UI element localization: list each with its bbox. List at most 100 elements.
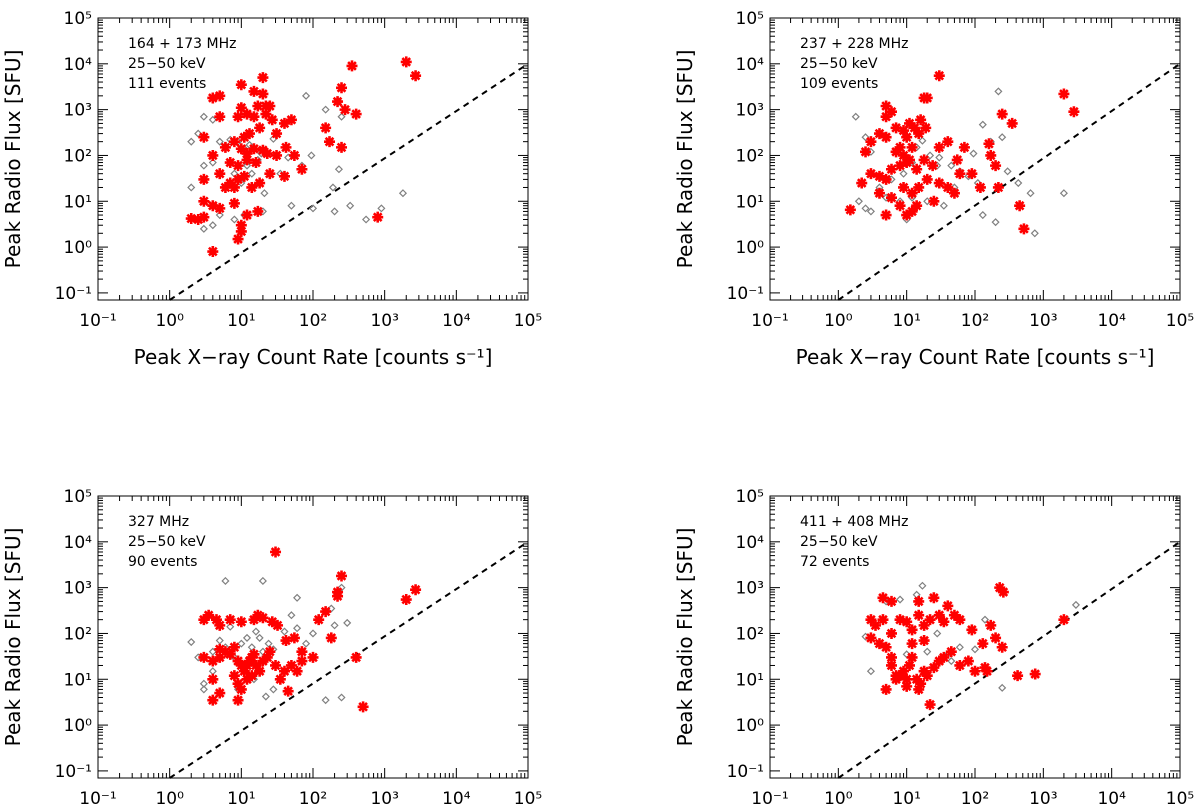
asterisk-point	[906, 638, 918, 650]
asterisk-point	[886, 163, 898, 175]
diamond-point	[280, 627, 289, 636]
asterisk-point	[261, 651, 273, 663]
diamond-point	[269, 685, 278, 694]
diamond-point	[980, 615, 990, 624]
diamond-point	[978, 211, 987, 220]
diamond-point	[208, 158, 217, 167]
diamond-point	[398, 189, 408, 198]
asterisk-point	[252, 100, 264, 112]
asterisk-point	[291, 665, 303, 677]
asterisk-point	[232, 694, 244, 706]
asterisk-point	[288, 149, 300, 161]
asterisk-point	[260, 108, 272, 120]
asterisk-point	[207, 200, 219, 212]
asterisk-point	[913, 595, 925, 607]
asterisk-point	[954, 168, 966, 180]
diamond-point	[261, 692, 270, 701]
annotation-label: 327 MHz	[128, 514, 189, 530]
diamond-point	[302, 91, 311, 100]
asterisk-point	[207, 246, 219, 258]
x-tick-label: 10²	[961, 311, 989, 331]
y-tick-label: 10⁵	[64, 9, 92, 29]
asterisk-point	[880, 111, 892, 123]
asterisk-point	[906, 624, 918, 636]
x-tick-label: 10¹	[227, 789, 255, 809]
asterisk-point	[198, 131, 210, 143]
diamond-point	[330, 621, 339, 630]
asterisk-point	[990, 632, 1002, 644]
asterisk-point	[906, 651, 918, 663]
asterisk-point	[252, 205, 264, 217]
x-tick-label: 10¹	[892, 789, 920, 809]
asterisk-point	[928, 592, 940, 604]
asterisk-point	[207, 92, 219, 104]
y-tick-label: 10³	[64, 101, 92, 121]
diamond-point	[998, 133, 1007, 142]
diamond-point	[258, 576, 267, 585]
asterisk-point	[250, 157, 262, 169]
diamond-point	[321, 696, 330, 705]
x-tick-label: 10⁰	[824, 789, 853, 809]
x-tick-label: 10⁵	[1166, 789, 1194, 809]
asterisk-point	[996, 108, 1008, 120]
asterisk-point	[933, 141, 945, 153]
asterisk-series	[185, 56, 422, 258]
diamond-point	[334, 165, 343, 174]
asterisk-point	[198, 211, 210, 223]
asterisk-point	[241, 659, 253, 671]
diamond-point	[939, 201, 948, 210]
diamond-point	[237, 639, 246, 648]
y-tick-label: 10¹	[736, 192, 764, 212]
annotation-label: 411 + 408 MHz	[800, 514, 908, 530]
x-tick-label: 10²	[961, 789, 989, 809]
asterisk-point	[307, 651, 319, 663]
asterisk-point	[928, 195, 940, 207]
asterisk-point	[924, 699, 936, 711]
y-tick-label: 10⁰	[736, 716, 765, 736]
x-tick-label: 10³	[370, 311, 398, 331]
asterisk-point	[296, 163, 308, 175]
diamond-point	[970, 645, 980, 654]
asterisk-point	[933, 177, 945, 189]
axis-ticks	[769, 495, 1181, 778]
asterisk-point	[274, 673, 286, 685]
y-tick-label: 10¹	[736, 670, 764, 690]
asterisk-point	[219, 646, 231, 658]
asterisk-point	[232, 173, 244, 185]
asterisk-point	[992, 181, 1004, 193]
annotation-label: 90 events	[128, 554, 197, 570]
diamond-point	[242, 161, 252, 170]
y-tick-label: 10⁵	[64, 487, 92, 507]
diamond-point	[362, 215, 371, 224]
asterisk-point	[921, 670, 933, 682]
x-tick-label: 10⁰	[155, 311, 184, 331]
asterisk-point	[997, 586, 1009, 598]
asterisk-point	[886, 651, 898, 663]
asterisk-point	[214, 202, 226, 214]
asterisk-point	[927, 160, 939, 172]
annotation-label: 25−50 keV	[800, 56, 878, 72]
asterisk-point	[913, 609, 925, 621]
asterisk-point	[410, 584, 422, 596]
asterisk-point	[332, 590, 344, 602]
y-axis-title: Peak Radio Flux [SFU]	[1, 50, 25, 269]
asterisk-point	[938, 651, 950, 663]
asterisk-point	[254, 177, 266, 189]
asterisk-point	[346, 60, 358, 72]
x-axis-title: Peak X−ray Count Rate [counts s⁻¹]	[796, 345, 1155, 369]
diamond-point	[321, 105, 330, 114]
asterisk-point	[901, 673, 913, 685]
asterisk-point	[198, 651, 210, 663]
asterisk-point	[254, 665, 266, 677]
asterisk-point	[241, 209, 253, 221]
diamond-point	[918, 136, 927, 145]
asterisk-point	[235, 659, 247, 671]
diamond-point	[1030, 229, 1039, 238]
y-tick-label: 10⁰	[64, 238, 93, 258]
asterisk-point	[280, 635, 292, 647]
asterisk-point	[958, 141, 970, 153]
asterisk-point	[894, 614, 906, 626]
axis-ticks	[97, 17, 529, 300]
asterisk-point	[898, 665, 910, 677]
asterisk-point	[271, 149, 283, 161]
